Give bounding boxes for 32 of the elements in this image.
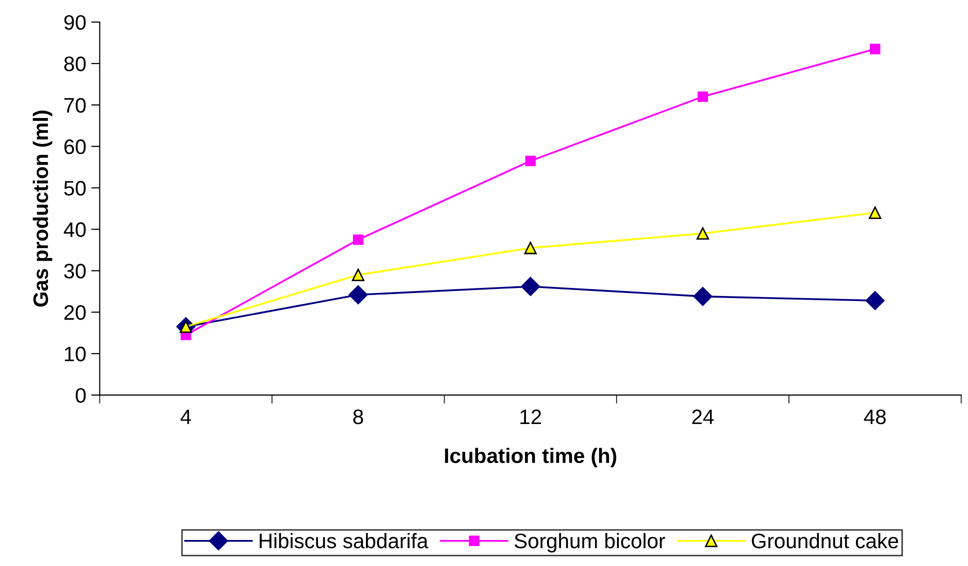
y-tick-label: 20	[64, 305, 86, 320]
y-axis-title: Gas production (ml)	[32, 110, 52, 307]
x-tick-label: 4	[180, 410, 192, 424]
y-tick-label: 50	[64, 180, 86, 196]
point	[698, 91, 708, 102]
y-tick-label: 30	[64, 264, 86, 278]
y-tick-label: 70	[64, 98, 86, 113]
point	[348, 285, 368, 304]
point	[352, 268, 364, 282]
point	[870, 44, 880, 54]
point	[525, 156, 536, 166]
y-tick-label: 0	[76, 388, 86, 403]
x-axis-title: Icubation time (h)	[445, 448, 616, 468]
point	[696, 227, 710, 240]
y-tick-label: 40	[64, 222, 86, 238]
y-tick-label: 60	[64, 139, 86, 154]
x-tick-label: 12	[520, 410, 542, 424]
point	[520, 276, 540, 296]
x-tick-label: 24	[692, 410, 714, 424]
y-tick-label: 90	[64, 15, 86, 30]
legend-label: Groundnut cake	[752, 533, 898, 548]
legend-label: Hibiscus sabdarifa	[260, 533, 428, 548]
point	[693, 286, 712, 306]
legend-label: Sorghum bicolor	[514, 533, 666, 552]
x-tick-label: 48	[864, 410, 886, 424]
point	[868, 206, 882, 219]
point	[352, 234, 364, 245]
point	[524, 242, 537, 254]
y-tick-label: 80	[64, 56, 86, 72]
x-tick-label: 8	[353, 410, 364, 424]
point	[866, 291, 885, 310]
y-tick-label: 10	[64, 346, 86, 362]
